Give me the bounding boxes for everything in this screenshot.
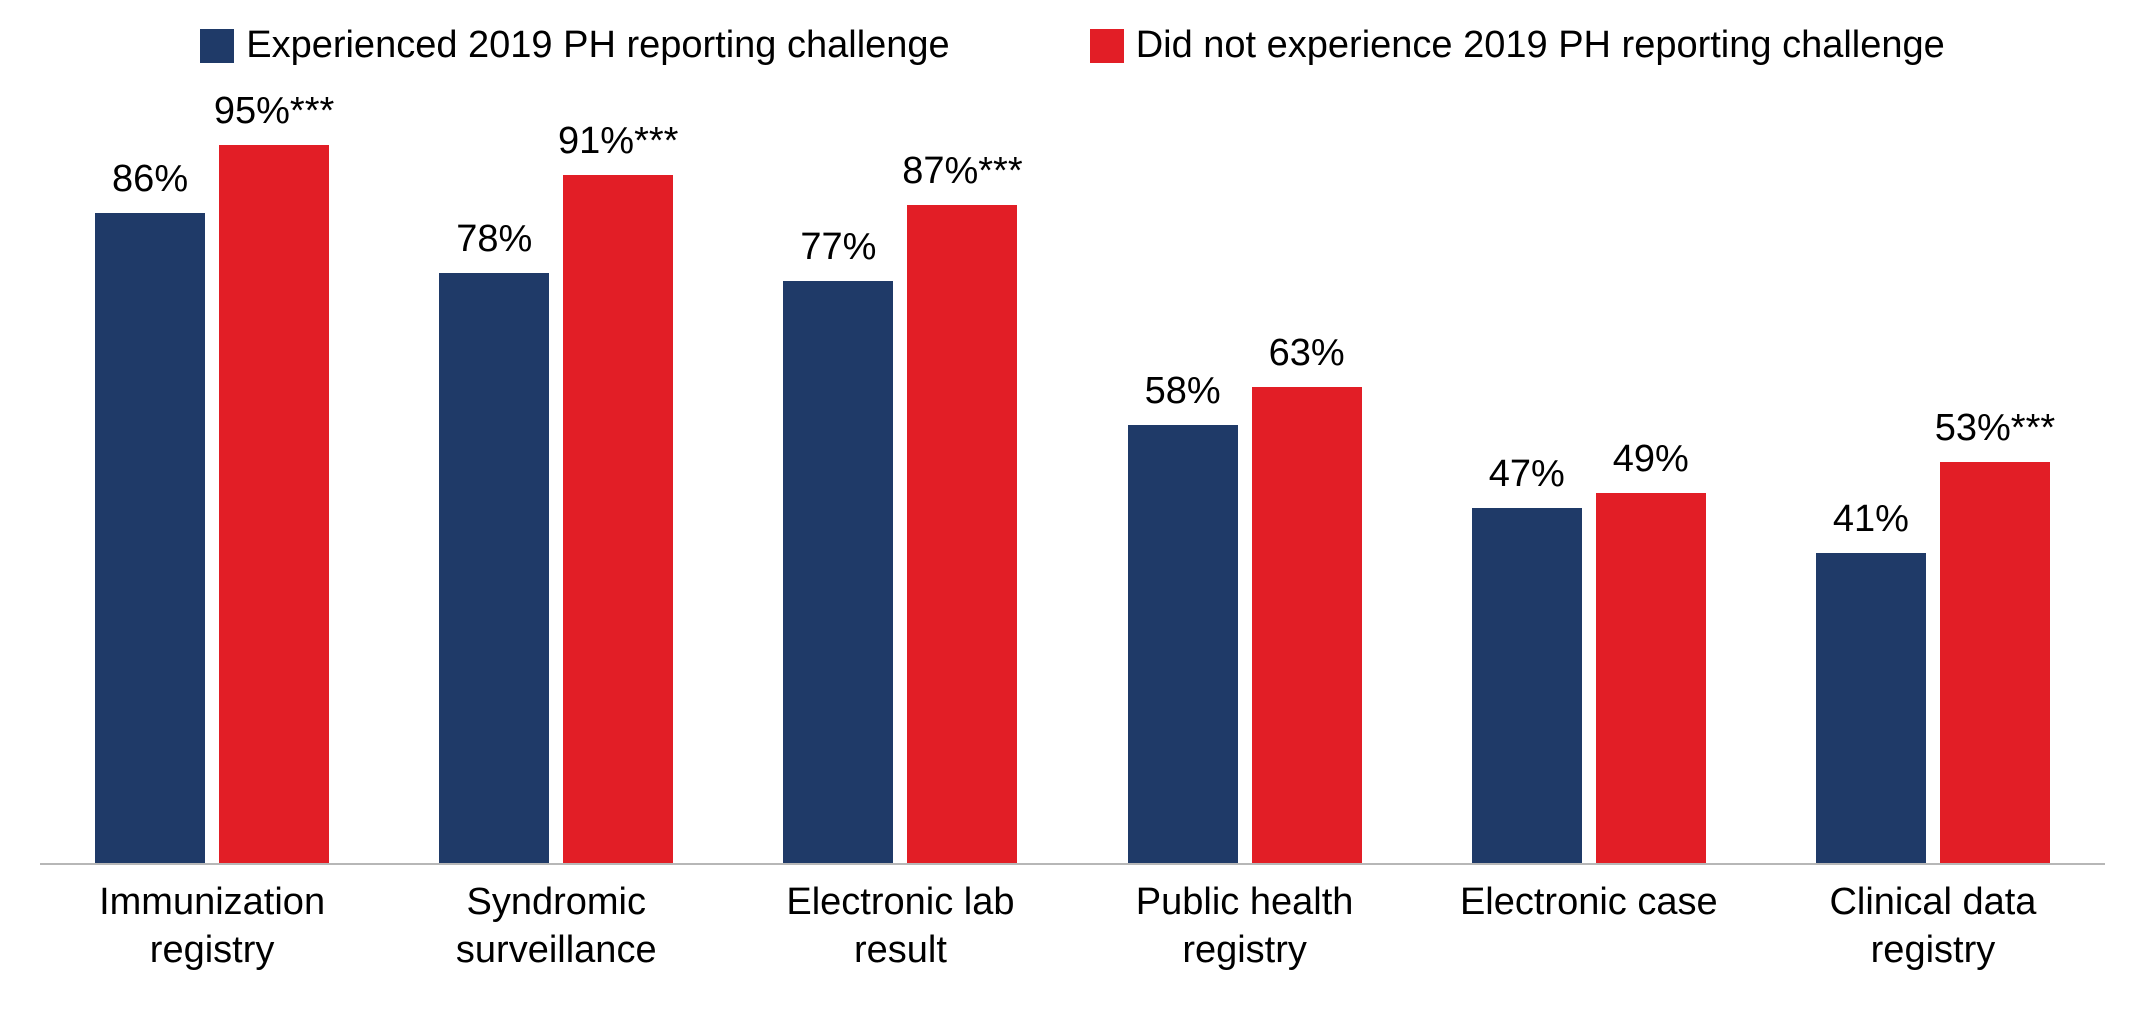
bar-value-label: 53%*** xyxy=(1935,407,2055,450)
bar-series-1: 53%*** xyxy=(1940,462,2050,863)
bar-value-label: 77% xyxy=(800,226,876,269)
bar-series-0: 77% xyxy=(783,281,893,863)
bar-value-label: 87%*** xyxy=(902,150,1022,193)
legend-item: Did not experience 2019 PH reporting cha… xyxy=(1090,24,1945,67)
bar-group: 77% 87%*** xyxy=(728,107,1072,863)
bar-series-1: 63% xyxy=(1252,387,1362,863)
bar-value-label: 49% xyxy=(1613,438,1689,481)
x-axis-label: Electronic case xyxy=(1417,879,1761,1009)
bar-value-label: 95%*** xyxy=(214,90,334,133)
bar-value-label: 91%*** xyxy=(558,120,678,163)
legend-item: Experienced 2019 PH reporting challenge xyxy=(200,24,949,67)
x-axis-label: Syndromic surveillance xyxy=(384,879,728,1009)
bar-value-label: 78% xyxy=(456,218,532,261)
bar-chart: Experienced 2019 PH reporting challenge … xyxy=(0,0,2145,1009)
bar-group: 41% 53%*** xyxy=(1761,107,2105,863)
x-axis-label: Public health registry xyxy=(1073,879,1417,1009)
x-axis-label: Clinical data registry xyxy=(1761,879,2105,1009)
bar-value-label: 63% xyxy=(1269,332,1345,375)
bar-series-1: 91%*** xyxy=(563,175,673,863)
bar-series-0: 86% xyxy=(95,213,205,863)
bar-value-label: 41% xyxy=(1833,498,1909,541)
bar-series-0: 47% xyxy=(1472,508,1582,863)
bar-series-0: 41% xyxy=(1816,553,1926,863)
legend-swatch xyxy=(1090,29,1124,63)
bar-series-1: 95%*** xyxy=(219,145,329,863)
legend-label: Experienced 2019 PH reporting challenge xyxy=(246,24,949,67)
bar-value-label: 86% xyxy=(112,158,188,201)
bar-value-label: 47% xyxy=(1489,453,1565,496)
bar-group: 58% 63% xyxy=(1073,107,1417,863)
plot-area: 86% 95%*** 78% 91%*** 77% 87%* xyxy=(40,107,2105,865)
x-axis-labels: Immunization registry Syndromic surveill… xyxy=(40,879,2105,1009)
bar-group: 78% 91%*** xyxy=(384,107,728,863)
bar-group: 47% 49% xyxy=(1417,107,1761,863)
bar-series-1: 49% xyxy=(1596,493,1706,863)
legend-label: Did not experience 2019 PH reporting cha… xyxy=(1136,24,1945,67)
bar-series-1: 87%*** xyxy=(907,205,1017,863)
bar-group: 86% 95%*** xyxy=(40,107,384,863)
bar-groups: 86% 95%*** 78% 91%*** 77% 87%* xyxy=(40,107,2105,863)
bar-series-0: 78% xyxy=(439,273,549,863)
x-axis-label: Electronic lab result xyxy=(728,879,1072,1009)
bar-series-0: 58% xyxy=(1128,425,1238,863)
bar-value-label: 58% xyxy=(1145,370,1221,413)
legend-swatch xyxy=(200,29,234,63)
x-axis-label: Immunization registry xyxy=(40,879,384,1009)
